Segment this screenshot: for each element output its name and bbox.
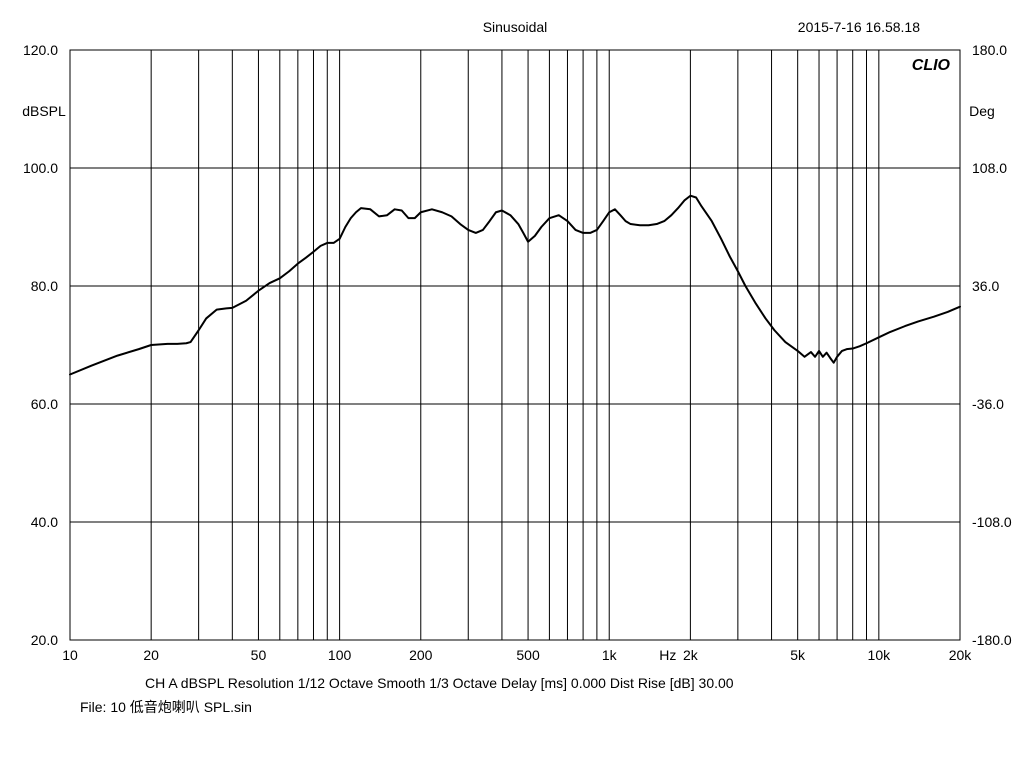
y-left-tick-label: 100.0 — [23, 160, 58, 176]
x-tick-label: 10 — [62, 647, 78, 663]
x-unit-label: Hz — [659, 647, 676, 663]
x-tick-label: 500 — [516, 647, 540, 663]
y-left-tick-label: 120.0 — [23, 42, 58, 58]
y-left-tick-label: 60.0 — [31, 396, 58, 412]
y-right-tick-label: -108.0 — [972, 514, 1012, 530]
y-right-tick-label: 108.0 — [972, 160, 1007, 176]
x-tick-label: 100 — [328, 647, 352, 663]
x-tick-label: 5k — [790, 647, 806, 663]
x-tick-label: 200 — [409, 647, 433, 663]
x-tick-label: 50 — [251, 647, 267, 663]
x-tick-label: 10k — [868, 647, 892, 663]
y-left-tick-label: 40.0 — [31, 514, 58, 530]
y-right-tick-label: 36.0 — [972, 278, 999, 294]
x-tick-label: 2k — [683, 647, 699, 663]
y-right-unit: Deg — [969, 103, 995, 119]
x-tick-label: 20 — [143, 647, 159, 663]
measurement-settings: CH A dBSPL Resolution 1/12 Octave Smooth… — [145, 675, 734, 691]
x-tick-label: 20k — [949, 647, 973, 663]
watermark: CLIO — [912, 57, 951, 74]
x-tick-label: 1k — [602, 647, 618, 663]
chart-title: Sinusoidal — [483, 19, 548, 35]
y-left-unit: dBSPL — [22, 103, 66, 119]
y-left-tick-label: 20.0 — [31, 632, 58, 648]
y-left-tick-label: 80.0 — [31, 278, 58, 294]
frequency-response-chart: Sinusoidal 2015-7-16 16.58.18 10 20 50 100 200… — [0, 0, 1024, 768]
y-right-tick-label: -36.0 — [972, 396, 1004, 412]
timestamp: 2015-7-16 16.58.18 — [798, 19, 920, 35]
y-right-tick-label: 180.0 — [972, 42, 1007, 58]
file-label-line: File: 10 低音炮喇叭 SPL.sin — [80, 699, 252, 715]
y-right-tick-label: -180.0 — [972, 632, 1012, 648]
